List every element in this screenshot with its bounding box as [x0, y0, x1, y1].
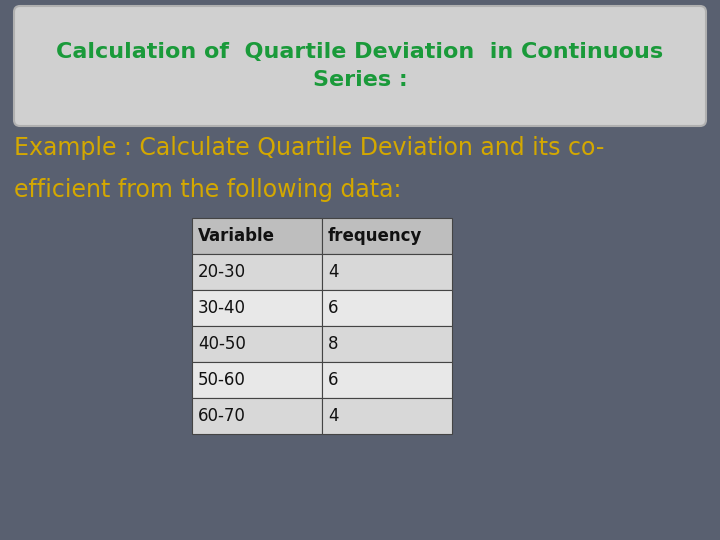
Bar	[192, 218, 322, 254]
Text: 60-70: 60-70	[198, 407, 246, 425]
Text: 6: 6	[328, 371, 338, 389]
Bar	[192, 290, 322, 326]
Text: 50-60: 50-60	[198, 371, 246, 389]
Text: 20-30: 20-30	[198, 263, 246, 281]
Text: 4: 4	[328, 407, 338, 425]
Text: Example : Calculate Quartile Deviation and its co-: Example : Calculate Quartile Deviation a…	[14, 136, 604, 160]
Bar	[322, 362, 452, 398]
Bar	[322, 326, 452, 362]
Text: 6: 6	[328, 299, 338, 317]
FancyBboxPatch shape	[14, 6, 706, 126]
Text: Calculation of  Quartile Deviation  in Continuous
Series :: Calculation of Quartile Deviation in Con…	[56, 42, 664, 90]
Text: efficient from the following data:: efficient from the following data:	[14, 178, 401, 202]
Text: frequency: frequency	[328, 227, 423, 245]
Bar	[192, 362, 322, 398]
Bar	[322, 218, 452, 254]
Bar	[322, 254, 452, 290]
Text: 30-40: 30-40	[198, 299, 246, 317]
Bar	[192, 398, 322, 434]
Text: 40-50: 40-50	[198, 335, 246, 353]
Bar	[322, 290, 452, 326]
Bar	[192, 254, 322, 290]
Text: Variable: Variable	[198, 227, 275, 245]
Bar	[322, 398, 452, 434]
Text: 8: 8	[328, 335, 338, 353]
Bar	[192, 326, 322, 362]
Text: 4: 4	[328, 263, 338, 281]
